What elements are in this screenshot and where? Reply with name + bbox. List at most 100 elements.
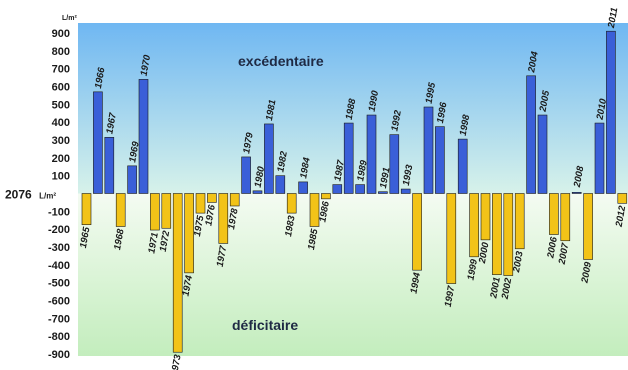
bar-1991 (378, 191, 388, 194)
bar-1977 (218, 193, 229, 244)
y-tick-label: 800 (52, 46, 70, 58)
year-label: 1981 (264, 99, 279, 122)
bar-1974 (184, 193, 194, 274)
year-label: 1991 (378, 167, 393, 190)
year-label: 1974 (181, 274, 196, 297)
bar-1976 (207, 193, 217, 203)
bar-1972 (161, 193, 172, 229)
year-label: 2001 (488, 276, 503, 300)
bar-1990 (366, 114, 377, 194)
bar-1992 (389, 134, 400, 194)
year-label: 1966 (93, 66, 108, 89)
bar-2006 (549, 193, 559, 235)
bar-1965 (81, 193, 92, 226)
y-tick-label: -600 (48, 296, 70, 308)
year-label: 1999 (466, 258, 481, 281)
bar-1982 (275, 175, 286, 194)
y-tick-label: 500 (52, 99, 70, 111)
year-label: 2012 (614, 204, 628, 228)
year-label: 1984 (298, 156, 313, 179)
year-label: 2004 (526, 50, 541, 74)
year-label: 1989 (355, 159, 370, 182)
y-tick-label: 200 (52, 153, 70, 165)
year-label: 1973 (169, 353, 184, 370)
bar-1997 (446, 193, 457, 284)
bar-1984 (298, 181, 308, 194)
bar-1985 (309, 193, 320, 227)
year-label: 1965 (78, 226, 93, 249)
bar-2000 (480, 193, 491, 241)
bar-1993 (400, 188, 411, 194)
bar-1980 (252, 190, 263, 194)
bar-2008 (571, 192, 582, 194)
bar-1970 (138, 79, 149, 194)
y-tick-label: 900 (52, 28, 70, 40)
bars (81, 30, 628, 353)
bar-1989 (355, 184, 365, 194)
year-label: 1980 (253, 165, 268, 188)
y-tick-label: -100 (48, 206, 70, 218)
year-label: 2010 (594, 97, 609, 121)
year-label: 1977 (215, 244, 230, 267)
y-tick-label: -900 (48, 349, 70, 361)
year-label: 1972 (158, 229, 173, 252)
bar-1979 (241, 156, 251, 194)
deficit-zone-label: déficitaire (232, 317, 298, 333)
bar-1968 (115, 193, 126, 227)
deficit-background (78, 193, 628, 356)
year-label: 2008 (572, 165, 587, 189)
y-tick-label: 700 (52, 64, 70, 76)
year-label: 1971 (146, 232, 161, 255)
year-label: 1969 (127, 140, 142, 163)
year-label: 1997 (443, 284, 458, 307)
bar-2004 (526, 75, 536, 194)
bar-1994 (412, 193, 422, 271)
baseline-label: 2076 L/m² (5, 186, 56, 203)
y-tick-label: 600 (52, 82, 70, 94)
year-label: 1996 (435, 101, 450, 124)
year-label: 2000 (477, 241, 492, 265)
bar-1986 (321, 193, 331, 200)
y-axis-ticks: 900 800 700 600 500 400 300 200 100 -100 -200 -300 -… (48, 28, 70, 361)
year-label: 1990 (367, 89, 382, 112)
year-label: 1986 (317, 200, 332, 223)
year-label: 1988 (344, 97, 359, 120)
baseline-unit: L/m² (39, 192, 56, 201)
bar-1987 (332, 184, 343, 194)
y-tick-label: -800 (48, 331, 70, 343)
year-label: 1976 (203, 203, 218, 226)
year-label: 2005 (537, 89, 552, 113)
year-label: 1995 (424, 81, 439, 104)
bar-1973 (172, 193, 183, 353)
year-label: 1993 (401, 163, 416, 186)
year-label: 2009 (579, 260, 594, 284)
bar-2007 (560, 193, 571, 242)
y-tick-label: -400 (48, 260, 70, 272)
bar-1983 (286, 193, 297, 214)
year-label: 1983 (283, 214, 298, 237)
year-label: 1987 (332, 159, 347, 182)
year-label: 1998 (458, 113, 473, 136)
bar-1975 (195, 193, 206, 214)
y-tick-label: -500 (48, 278, 70, 290)
surplus-zone-label: excédentaire (238, 53, 324, 69)
bar-2009 (583, 193, 593, 260)
year-label: 1978 (226, 207, 241, 230)
year-label: 2006 (545, 235, 560, 259)
y-axis-unit: L/m² (62, 15, 77, 22)
bar-2002 (503, 193, 514, 276)
bar-2010 (594, 122, 605, 194)
year-label: 1982 (275, 150, 290, 173)
year-label: 2007 (557, 242, 572, 266)
year-label: 1975 (192, 214, 207, 237)
year-label: 1967 (104, 111, 119, 134)
y-tick-label: -700 (48, 313, 70, 325)
y-tick-label: -300 (48, 242, 70, 254)
bar-1996 (435, 126, 445, 194)
bar-1995 (423, 106, 434, 194)
year-label: 2002 (500, 276, 515, 300)
year-label: 2003 (511, 250, 526, 274)
bar-1978 (229, 193, 240, 207)
year-label: 1970 (139, 53, 154, 76)
